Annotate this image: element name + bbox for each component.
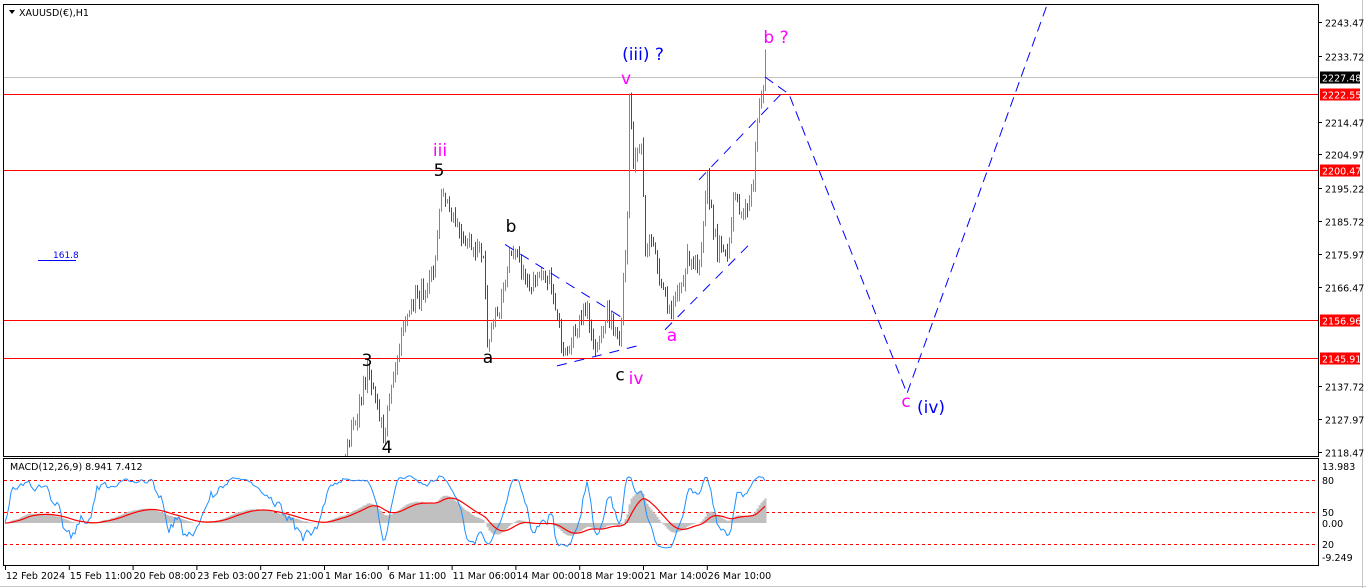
current-price-label: 2227.48 <box>1322 74 1361 85</box>
x-tick-label: 26 Mar 10:00 <box>708 571 771 582</box>
indicator-scale-label: 50 <box>1322 508 1334 519</box>
x-tick-label: 15 Feb 11:00 <box>70 571 132 582</box>
trendline[interactable] <box>556 345 638 367</box>
wave-label[interactable]: b ? <box>763 28 788 48</box>
projection-path[interactable] <box>764 0 1049 395</box>
y-tick-label: 2175.97 <box>1325 251 1364 262</box>
indicator-scale-label: 0.00 <box>1322 519 1343 530</box>
trendline[interactable] <box>698 89 786 181</box>
indicator-plot-frame <box>3 458 1319 566</box>
indicator-plot <box>4 475 1318 549</box>
y-tick-label: 2204.97 <box>1325 151 1364 162</box>
y-tick-label: 2233.72 <box>1325 53 1364 64</box>
y-tick-label: 2214.47 <box>1325 119 1364 130</box>
wave-label[interactable]: a <box>483 348 493 368</box>
level-price-tag <box>1320 314 1360 327</box>
indicator-scale-label: 13.983 <box>1322 462 1355 473</box>
wave-label[interactable]: (iii) ? <box>622 45 664 65</box>
wave-label[interactable]: (iv) <box>917 398 945 418</box>
x-tick-label: 11 Mar 06:00 <box>453 571 516 582</box>
symbol-title: XAUUSD(€),H1 <box>19 8 89 19</box>
wave-label[interactable]: iv <box>629 369 644 389</box>
fib-161-label: 161.8 <box>53 251 79 261</box>
wave-label[interactable]: iii <box>433 141 447 161</box>
wave-label[interactable]: 3 <box>362 351 373 371</box>
level-price-label: 2145.91 <box>1322 355 1361 366</box>
wave-label[interactable]: c <box>901 392 910 412</box>
main-plot-frame <box>3 4 1319 457</box>
y-tick-label: 2195.22 <box>1325 185 1364 196</box>
dropdown-triangle-icon[interactable] <box>9 10 15 14</box>
y-tick-label: 2185.72 <box>1325 218 1364 229</box>
level-price-tag <box>1320 88 1360 101</box>
y-tick-label: 2137.72 <box>1325 383 1364 394</box>
wave-label[interactable]: 4 <box>382 438 393 458</box>
wave-label[interactable]: 5 <box>434 161 445 181</box>
trendline[interactable] <box>504 244 626 320</box>
indicator-scale-label: 20 <box>1322 540 1334 551</box>
y-tick-label: 2127.97 <box>1325 416 1364 427</box>
x-tick-label: 6 Mar 11:00 <box>389 571 446 582</box>
y-tick-label: 2118.47 <box>1325 449 1364 460</box>
x-tick-label: 20 Feb 08:00 <box>134 571 196 582</box>
y-tick-label: 2166.47 <box>1325 284 1364 295</box>
axes: 2222.55 2200.47 2156.96 2145.91 2243.47 2233.… <box>5 19 1364 582</box>
indicator-scale-label: -9.249 <box>1322 553 1353 564</box>
wave-label[interactable]: a <box>667 326 677 346</box>
trendline[interactable] <box>664 240 754 331</box>
x-tick-label: 1 Mar 16:00 <box>325 571 382 582</box>
x-tick-label: 12 Feb 2024 <box>6 571 65 582</box>
level-price-tag <box>1320 164 1360 177</box>
wave-label[interactable]: b <box>506 217 517 237</box>
y-tick-label: 2243.47 <box>1325 19 1364 30</box>
wave-label[interactable]: v <box>621 69 631 89</box>
indicator-scale-label: 80 <box>1322 476 1334 487</box>
x-tick-label: 14 Mar 00:00 <box>516 571 579 582</box>
x-tick-label: 27 Feb 21:00 <box>261 571 323 582</box>
wave-label[interactable]: c <box>615 365 624 385</box>
x-tick-label: 23 Feb 03:00 <box>197 571 259 582</box>
indicator-blue-line <box>4 475 766 549</box>
indicator-label: MACD(12,26,9) 8.941 7.412 <box>10 462 143 473</box>
macd-signal-line <box>4 497 766 534</box>
level-price-tag <box>1320 352 1360 365</box>
level-price-label: 2222.55 <box>1322 91 1361 102</box>
level-price-label: 2156.96 <box>1322 317 1361 328</box>
x-tick-label: 18 Mar 19:00 <box>580 571 643 582</box>
level-price-label: 2200.47 <box>1322 167 1361 178</box>
x-tick-label: 21 Mar 14:00 <box>644 571 707 582</box>
current-price-tag <box>1320 71 1360 84</box>
